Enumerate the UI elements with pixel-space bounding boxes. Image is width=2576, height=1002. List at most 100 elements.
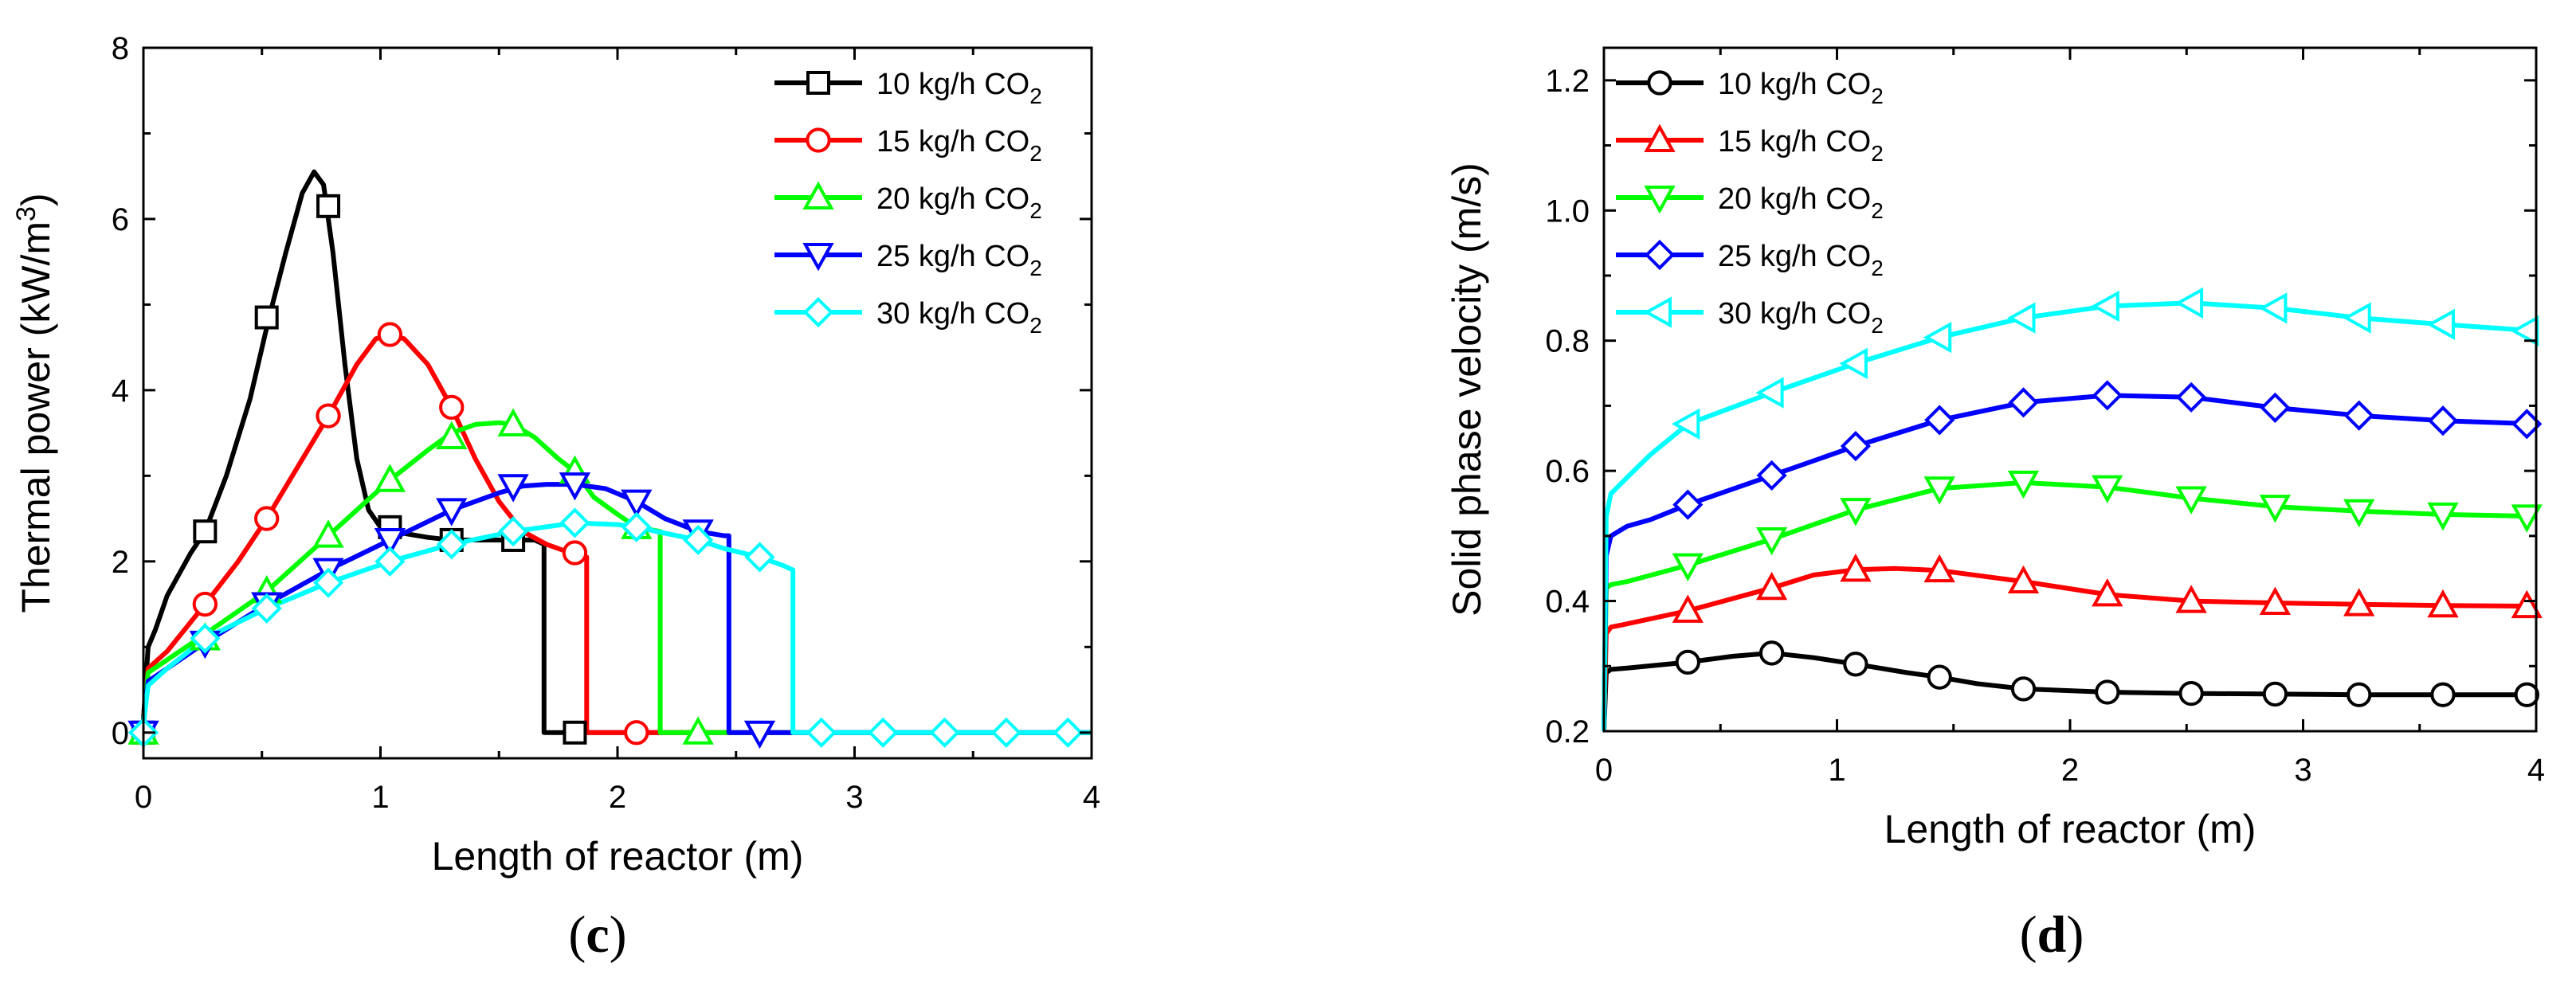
panel-d-series-0-point-0	[1675, 649, 1700, 675]
panel-d-series-line-4	[1602, 300, 2537, 732]
panel-d-series-0-point-4	[2010, 676, 2037, 702]
caption-c-open: (	[568, 906, 586, 964]
caption-c: (c)	[568, 906, 626, 964]
panel-d-series-4-point-6	[2174, 287, 2204, 319]
panel-c-y-tick-label: 8	[112, 31, 129, 66]
panel-d-solid-velocity-chart: 0 1 2 3 4 0.2 0.4 0.6 0.8 1.0 1.2 Length of reactor…	[1445, 46, 2545, 851]
panel-c-legend-marker-3	[802, 243, 834, 272]
panel-c-series-1-point-7	[624, 720, 649, 746]
panel-d-series-3-point-4	[2008, 387, 2039, 418]
panel-d-y-tick-label: 0.4	[1545, 585, 1590, 620]
panel-d-series-2-point-9	[2427, 502, 2459, 531]
panel-d-legend-label-3: 25 kg/h CO2	[1718, 240, 1884, 280]
panel-d-series-line-3	[1602, 393, 2537, 732]
panel-d-series-1-point-0	[1672, 594, 1704, 623]
panel-d-series-1-point-2	[1840, 553, 1872, 582]
panel-d-legend-marker-2	[1644, 186, 1676, 214]
panel-d-series-2-point-1	[1755, 526, 1788, 556]
panel-c-legend-marker-2	[802, 181, 834, 209]
panel-d-legend-label-1: 15 kg/h CO2	[1718, 125, 1884, 166]
panel-c-x-tick-label: 2	[609, 780, 626, 815]
panel-c-series-line-0	[141, 169, 1092, 735]
panel-d-x-tick-label: 3	[2294, 753, 2311, 788]
panel-d-series-2-point-8	[2343, 499, 2375, 528]
panel-d-series-0-point-6	[2178, 680, 2204, 706]
panel-c-series-0-point-2	[254, 305, 279, 330]
panel-c-series-0-point-7	[563, 720, 587, 745]
panel-d-series-1-point-7	[2259, 586, 2292, 616]
panel-c-series-1-point-5	[439, 394, 465, 421]
panel-d-series-2-point-5	[2092, 475, 2123, 503]
panel-c-series-3-point-7	[559, 472, 591, 501]
panel-d-series-3-point-5	[2092, 380, 2123, 411]
panel-d-series-2-point-10	[2511, 504, 2543, 533]
panel-c-series-1-point-3	[316, 403, 341, 429]
panel-d-series-4-point-1	[1755, 377, 1784, 409]
panel-d-x-tick-label: 1	[1828, 753, 1845, 788]
panel-d-series-1-point-4	[2007, 565, 2040, 594]
panel-d-series-1-point-8	[2343, 588, 2375, 616]
panel-d-series-4-point-3	[1923, 321, 1952, 354]
panel-d-series-2-point-4	[2007, 470, 2040, 499]
panel-d-series-4-point-2	[1839, 347, 1868, 379]
panel-c-series-0-point-1	[193, 519, 218, 544]
panel-c-series-4-point-8	[621, 511, 652, 542]
panel-c-series-4-point-13	[929, 717, 960, 748]
panel-c-series-1-point-1	[192, 591, 218, 617]
panel-c-legend-label-0: 10 kg/h CO2	[876, 68, 1042, 108]
panel-d-y-tick-label: 0.8	[1545, 324, 1590, 359]
panel-d-series-1-point-3	[1923, 554, 1955, 583]
panel-d-series-2-point-2	[1840, 498, 1872, 526]
panel-d-series-3-point-6	[2176, 382, 2207, 413]
panel-d-series-3-point-3	[1924, 405, 1955, 436]
panel-d-series-0-point-5	[2095, 679, 2120, 705]
panel-d-series-2-point-3	[1923, 476, 1955, 505]
panel-c-series-4-point-6	[498, 516, 529, 547]
panel-c-series-4-point-14	[990, 717, 1021, 748]
panel-d-series-4-point-0	[1671, 408, 1700, 440]
panel-c-series-2-point-5	[436, 421, 468, 449]
panel-c-series-2-point-4	[374, 464, 406, 492]
panel-c-series-4-point-1	[190, 623, 221, 654]
panel-c-thermal-power-chart: 0 1 2 3 4 0 2 4 6 8 Length of reactor (m) Thermal p…	[11, 31, 1100, 879]
panel-d-series-3-point-2	[1840, 431, 1871, 462]
panel-d-legend-marker-1	[1644, 123, 1676, 152]
panel-d-x-tick-label: 0	[1595, 753, 1613, 788]
panel-c-legend-label-2: 20 kg/h CO2	[876, 182, 1042, 223]
panel-d-series-1-point-1	[1755, 571, 1788, 601]
panel-d-legend-label-0: 10 kg/h CO2	[1718, 68, 1884, 108]
panel-c-series-4-point-15	[1053, 717, 1084, 748]
panel-c-x-tick-label: 0	[135, 780, 152, 815]
panel-c-series-2-point-6	[497, 408, 529, 436]
panel-d-series-3-point-7	[2260, 392, 2291, 423]
panel-d-legend-marker-0	[1647, 70, 1672, 96]
caption-c-close: )	[610, 906, 627, 964]
panel-c-y-tick-label: 6	[112, 202, 129, 237]
panel-d-series-4-point-7	[2259, 292, 2288, 324]
panel-c-series-4-point-11	[806, 717, 837, 748]
panel-d-series-0-point-9	[2430, 682, 2456, 707]
panel-d-series-1-point-9	[2427, 589, 2459, 618]
panel-d-series-2-point-6	[2175, 486, 2207, 515]
panel-d-series-4-point-9	[2426, 308, 2455, 340]
panel-d-series-3-point-1	[1756, 460, 1787, 491]
panel-c-series-3-point-5	[436, 498, 468, 526]
panel-c-series-4-point-12	[868, 717, 899, 748]
panel-c-series-4-point-7	[559, 507, 590, 538]
panel-d-series-1-point-10	[2511, 589, 2543, 619]
panel-d-y-tick-label: 1.2	[1545, 64, 1590, 99]
panel-c-series-3-point-10	[743, 720, 776, 750]
panel-d-series-3-point-9	[2427, 405, 2459, 436]
panel-c-legend-label-3: 25 kg/h CO2	[876, 240, 1042, 280]
panel-d-y-tick-label: 1.0	[1545, 194, 1590, 229]
panel-c-series-0-point-3	[316, 194, 341, 218]
panel-c-series-1-point-2	[254, 506, 280, 531]
panel-c-series-4-point-4	[374, 546, 406, 577]
panel-d-series-1-point-5	[2092, 578, 2123, 607]
panel-c-legend-marker-0	[806, 71, 830, 95]
panel-c-series-2-point-3	[312, 519, 344, 548]
panel-c-y-tick-label: 0	[112, 716, 129, 751]
panel-c-x-tick-label: 4	[1083, 780, 1100, 815]
panel-c-y-tick-label: 4	[112, 374, 129, 409]
